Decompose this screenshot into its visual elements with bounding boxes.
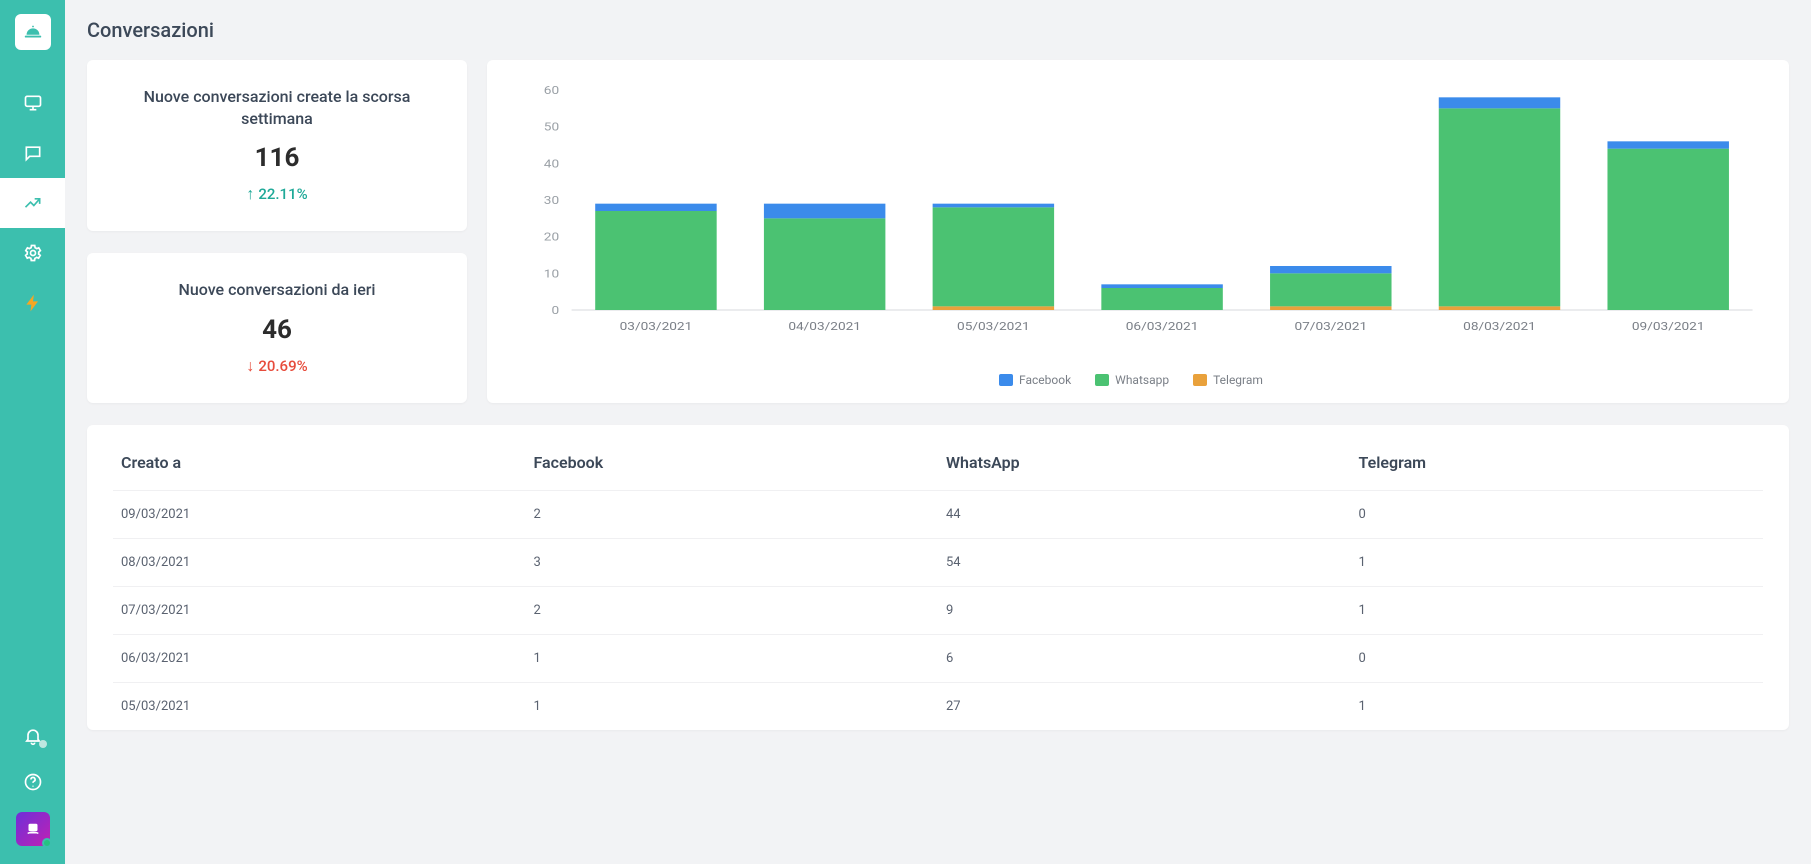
notification-dot	[39, 740, 47, 748]
table-cell: 1	[526, 634, 939, 682]
legend-item[interactable]: Telegram	[1193, 373, 1263, 387]
table-cell: 6	[938, 634, 1351, 682]
table-cell: 1	[1351, 682, 1764, 730]
arrow-down-icon: ↓	[246, 358, 254, 374]
svg-text:0: 0	[551, 304, 559, 317]
svg-text:40: 40	[544, 158, 559, 171]
table-row: 08/03/20213541	[113, 538, 1763, 586]
svg-text:20: 20	[544, 231, 559, 244]
metric-delta: ↓ 20.69%	[107, 357, 447, 375]
conversations-table: Creato a Facebook WhatsApp Telegram 09/0…	[113, 441, 1763, 730]
legend-swatch	[1095, 374, 1109, 386]
legend-label: Whatsapp	[1115, 373, 1169, 387]
table-cell: 3	[526, 538, 939, 586]
svg-text:05/03/2021: 05/03/2021	[957, 320, 1030, 333]
help-icon	[23, 772, 43, 792]
conversations-stacked-bar-chart: 0 10 20 30 40 50 60 03/03/2021 04/03/2021 05/03/2…	[497, 80, 1765, 340]
table-cell: 08/03/2021	[113, 538, 526, 586]
metric-delta-text: 22.11%	[258, 185, 307, 203]
table-cell: 1	[1351, 586, 1764, 634]
table-cell: 1	[526, 682, 939, 730]
gear-icon	[23, 243, 43, 263]
cloche-icon	[22, 21, 44, 43]
table-cell: 27	[938, 682, 1351, 730]
message-icon	[23, 143, 43, 163]
svg-text:50: 50	[544, 121, 559, 134]
sidebar	[0, 0, 65, 864]
table-cell: 2	[526, 490, 939, 538]
table-row: 06/03/2021160	[113, 634, 1763, 682]
metric-title: Nuove conversazioni create la scorsa set…	[107, 86, 447, 129]
arrow-up-icon: ↑	[246, 186, 254, 202]
table-row: 05/03/20211271	[113, 682, 1763, 730]
sidebar-item-notifications[interactable]	[0, 714, 65, 758]
metric-title: Nuove conversazioni da ieri	[107, 279, 447, 301]
bolt-icon	[23, 293, 43, 313]
table-cell: 06/03/2021	[113, 634, 526, 682]
legend-label: Telegram	[1213, 373, 1263, 387]
table-cell: 05/03/2021	[113, 682, 526, 730]
svg-text:03/03/2021: 03/03/2021	[620, 320, 693, 333]
legend-label: Facebook	[1019, 373, 1071, 387]
avatar-icon	[24, 820, 42, 838]
conversations-table-card: Creato a Facebook WhatsApp Telegram 09/0…	[87, 425, 1789, 730]
sidebar-item-help[interactable]	[0, 760, 65, 804]
table-row: 07/03/2021291	[113, 586, 1763, 634]
svg-text:30: 30	[544, 194, 559, 207]
table-cell: 1	[1351, 538, 1764, 586]
table-cell: 09/03/2021	[113, 490, 526, 538]
metric-value: 116	[107, 143, 447, 173]
svg-text:08/03/2021: 08/03/2021	[1463, 320, 1536, 333]
legend-item[interactable]: Whatsapp	[1095, 373, 1169, 387]
svg-text:04/03/2021: 04/03/2021	[788, 320, 861, 333]
table-header-whatsapp: WhatsApp	[938, 441, 1351, 491]
sidebar-item-conversations[interactable]	[0, 128, 65, 178]
main-content: Conversazioni Nuove conversazioni create…	[65, 0, 1811, 864]
metric-card-daily: Nuove conversazioni da ieri 46 ↓ 20.69%	[87, 253, 467, 403]
legend-swatch	[1193, 374, 1207, 386]
svg-text:07/03/2021: 07/03/2021	[1294, 320, 1367, 333]
metric-delta-text: 20.69%	[258, 357, 307, 375]
legend-item[interactable]: Facebook	[999, 373, 1071, 387]
svg-text:09/03/2021: 09/03/2021	[1632, 320, 1705, 333]
svg-text:60: 60	[544, 84, 559, 97]
table-header-created: Creato a	[113, 441, 526, 491]
sidebar-item-dashboard[interactable]	[0, 78, 65, 128]
trend-icon	[23, 193, 43, 213]
conversations-chart-card: 0 10 20 30 40 50 60 03/03/2021 04/03/2021 05/03/2…	[487, 60, 1789, 403]
table-header-telegram: Telegram	[1351, 441, 1764, 491]
table-cell: 9	[938, 586, 1351, 634]
table-row: 09/03/20212440	[113, 490, 1763, 538]
avatar	[16, 812, 50, 846]
metric-value: 46	[107, 315, 447, 345]
sidebar-item-profile[interactable]	[0, 806, 65, 852]
monitor-icon	[23, 93, 43, 113]
svg-text:06/03/2021: 06/03/2021	[1126, 320, 1199, 333]
sidebar-item-analytics[interactable]	[0, 178, 65, 228]
table-cell: 0	[1351, 490, 1764, 538]
table-cell: 2	[526, 586, 939, 634]
svg-text:10: 10	[544, 268, 559, 281]
table-header-facebook: Facebook	[526, 441, 939, 491]
sidebar-item-automations[interactable]	[0, 278, 65, 328]
chart-legend: Facebook Whatsapp Telegram	[497, 373, 1765, 387]
app-logo[interactable]	[15, 14, 51, 50]
sidebar-item-settings[interactable]	[0, 228, 65, 278]
table-cell: 54	[938, 538, 1351, 586]
legend-swatch	[999, 374, 1013, 386]
table-cell: 0	[1351, 634, 1764, 682]
metric-delta: ↑ 22.11%	[107, 185, 447, 203]
table-cell: 44	[938, 490, 1351, 538]
table-cell: 07/03/2021	[113, 586, 526, 634]
presence-indicator	[42, 838, 52, 848]
page-title: Conversazioni	[87, 18, 1789, 42]
metric-card-weekly: Nuove conversazioni create la scorsa set…	[87, 60, 467, 231]
